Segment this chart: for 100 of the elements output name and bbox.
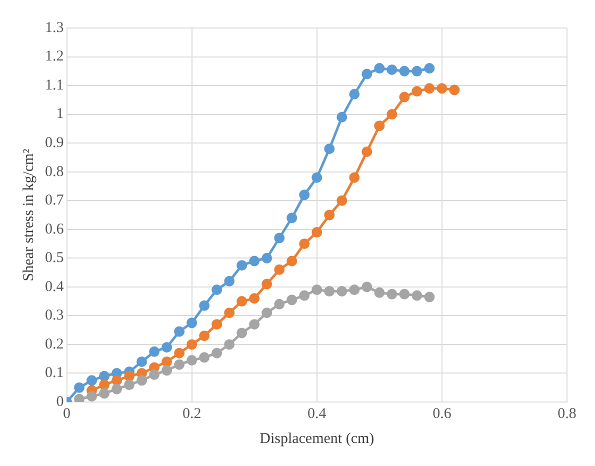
x-tick-label: 0.8 (558, 406, 576, 422)
point (249, 293, 260, 304)
point (262, 252, 272, 264)
point (112, 384, 122, 394)
point (99, 388, 110, 399)
point (374, 63, 385, 74)
point (412, 290, 422, 301)
point (436, 83, 448, 94)
point (424, 292, 435, 302)
point (362, 146, 372, 157)
point (336, 195, 348, 206)
point (149, 369, 160, 380)
point (386, 109, 398, 120)
point (262, 308, 272, 318)
point (224, 276, 235, 286)
point (386, 288, 398, 300)
point (286, 256, 298, 266)
point (162, 365, 172, 376)
point (162, 342, 172, 353)
point (324, 210, 335, 220)
x-tick-label: 0.4 (308, 406, 327, 422)
y-tick-label: 0.3 (45, 308, 64, 324)
point (99, 379, 110, 390)
point (236, 328, 248, 338)
y-tick-label: 1.1 (45, 77, 64, 94)
point (74, 394, 85, 402)
point (249, 256, 260, 266)
point (274, 264, 285, 275)
point (312, 284, 322, 296)
point (349, 88, 360, 100)
point (74, 382, 85, 393)
point (186, 339, 198, 350)
y-tick-label: 1.3 (45, 20, 64, 36)
point (336, 112, 348, 122)
point (274, 298, 285, 310)
x-tick-label: 0.6 (432, 406, 452, 422)
point (149, 346, 160, 357)
point (274, 232, 285, 244)
point (162, 356, 172, 367)
point (336, 286, 348, 296)
y-tick-label: 1.2 (45, 48, 64, 65)
point (286, 212, 298, 224)
point (86, 390, 98, 402)
point (386, 64, 398, 75)
point (312, 227, 322, 238)
point (286, 294, 298, 306)
point (362, 282, 372, 292)
point (174, 348, 185, 358)
point (324, 286, 335, 296)
y-tick-label: 0.4 (45, 278, 64, 295)
point (312, 172, 322, 183)
point (412, 86, 422, 97)
point (374, 120, 385, 132)
point (299, 190, 310, 200)
point (424, 83, 435, 94)
point (199, 352, 210, 363)
point (212, 348, 222, 358)
y-tick-label: 0.6 (45, 221, 64, 238)
point (399, 92, 410, 102)
point (224, 339, 235, 350)
point (174, 326, 185, 337)
point (412, 66, 422, 76)
point (186, 318, 198, 328)
point (449, 84, 460, 96)
point (136, 356, 148, 367)
y-axis-title: Shear stress in kg/cm² (20, 148, 37, 282)
point (236, 296, 248, 307)
point (399, 288, 410, 300)
point (199, 330, 210, 342)
point (136, 375, 148, 386)
point (374, 287, 385, 298)
y-tick-label: 0.5 (45, 250, 64, 266)
point (262, 278, 272, 290)
y-tick-label: 0.8 (45, 164, 64, 180)
point (299, 290, 310, 301)
point (224, 308, 235, 318)
y-tick-label: 0 (56, 394, 64, 410)
point (349, 284, 360, 296)
y-tick-label: 0.1 (45, 365, 64, 382)
point (249, 319, 260, 330)
point (86, 375, 98, 386)
point (174, 359, 185, 370)
point (124, 379, 135, 390)
y-tick-label: 0.2 (45, 336, 64, 352)
point (399, 66, 410, 76)
point (199, 300, 210, 311)
point (186, 355, 198, 366)
y-tick-label: 0.9 (45, 135, 64, 152)
point (324, 144, 335, 154)
y-tick-label: 1 (56, 106, 64, 122)
point (236, 260, 248, 271)
point (362, 68, 372, 80)
x-axis-title: Displacement (cm) (260, 430, 374, 447)
point (124, 370, 135, 382)
x-tick-label: 0.2 (182, 406, 202, 422)
point (99, 370, 110, 382)
point (212, 284, 222, 296)
point (112, 375, 122, 386)
y-tick-label: 0.7 (45, 192, 64, 209)
point (212, 319, 222, 330)
